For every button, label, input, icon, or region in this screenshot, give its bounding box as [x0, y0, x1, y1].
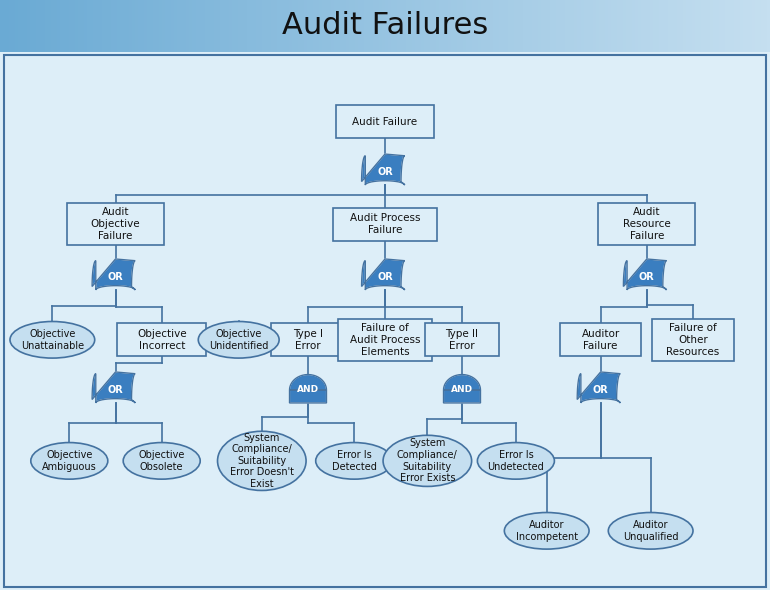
Text: Auditor
Incompetent: Auditor Incompetent — [516, 520, 578, 542]
Text: Error Is
Undetected: Error Is Undetected — [487, 450, 544, 471]
FancyBboxPatch shape — [333, 208, 437, 241]
FancyBboxPatch shape — [598, 203, 695, 245]
Text: Auditor
Unqualified: Auditor Unqualified — [623, 520, 678, 542]
FancyBboxPatch shape — [560, 323, 641, 356]
Text: Auditor
Failure: Auditor Failure — [581, 329, 620, 351]
Text: Audit
Objective
Failure: Audit Objective Failure — [91, 207, 140, 241]
Text: OR: OR — [377, 167, 393, 177]
Text: AND: AND — [451, 385, 473, 394]
FancyBboxPatch shape — [117, 323, 206, 356]
Text: Type II
Error: Type II Error — [446, 329, 478, 351]
Text: OR: OR — [377, 272, 393, 282]
FancyBboxPatch shape — [336, 106, 434, 138]
Ellipse shape — [198, 322, 279, 358]
Polygon shape — [362, 154, 405, 185]
Ellipse shape — [123, 442, 200, 479]
Text: Error Is
Detected: Error Is Detected — [332, 450, 377, 471]
Text: AND: AND — [297, 385, 319, 394]
Ellipse shape — [316, 442, 393, 479]
Text: Audit Failures: Audit Failures — [282, 11, 488, 41]
Text: Objective
Incorrect: Objective Incorrect — [137, 329, 186, 351]
Text: Objective
Ambiguous: Objective Ambiguous — [42, 450, 97, 471]
Polygon shape — [92, 259, 136, 290]
Polygon shape — [290, 375, 326, 403]
Text: Objective
Unattainable: Objective Unattainable — [21, 329, 84, 350]
Text: Audit Process
Failure: Audit Process Failure — [350, 213, 420, 235]
Ellipse shape — [477, 442, 554, 479]
Ellipse shape — [10, 322, 95, 358]
Text: Audit Failure: Audit Failure — [353, 117, 417, 127]
Ellipse shape — [608, 513, 693, 549]
Text: System
Compliance/
Suitability
Error Exists: System Compliance/ Suitability Error Exi… — [397, 438, 457, 483]
Text: Type I
Error: Type I Error — [293, 329, 323, 351]
Ellipse shape — [31, 442, 108, 479]
FancyBboxPatch shape — [271, 323, 345, 356]
FancyBboxPatch shape — [425, 323, 499, 356]
Polygon shape — [92, 372, 136, 403]
Text: Objective
Obsolete: Objective Obsolete — [139, 450, 185, 471]
Polygon shape — [624, 259, 667, 290]
Ellipse shape — [504, 513, 589, 549]
FancyBboxPatch shape — [67, 203, 164, 245]
Ellipse shape — [218, 431, 306, 490]
Text: OR: OR — [108, 385, 123, 395]
Polygon shape — [444, 375, 480, 403]
Text: Audit
Resource
Failure: Audit Resource Failure — [623, 207, 671, 241]
Text: Objective
Unidentified: Objective Unidentified — [209, 329, 269, 350]
Text: Failure of
Other
Resources: Failure of Other Resources — [666, 323, 720, 357]
FancyBboxPatch shape — [652, 319, 734, 360]
Text: OR: OR — [593, 385, 608, 395]
Polygon shape — [578, 372, 621, 403]
Polygon shape — [362, 259, 405, 290]
Text: Failure of
Audit Process
Elements: Failure of Audit Process Elements — [350, 323, 420, 357]
Text: OR: OR — [108, 272, 123, 282]
FancyBboxPatch shape — [339, 319, 431, 360]
Text: System
Compliance/
Suitability
Error Doesn't
Exist: System Compliance/ Suitability Error Doe… — [229, 432, 294, 489]
Ellipse shape — [383, 435, 471, 486]
Text: OR: OR — [639, 272, 654, 282]
